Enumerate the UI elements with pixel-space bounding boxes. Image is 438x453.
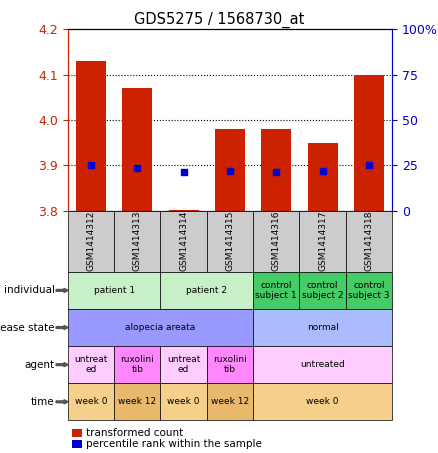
Text: agent: agent: [25, 360, 55, 370]
Text: transformed count: transformed count: [86, 428, 184, 438]
Text: ruxolini
tib: ruxolini tib: [213, 355, 247, 374]
Text: untreat
ed: untreat ed: [167, 355, 200, 374]
Text: untreat
ed: untreat ed: [74, 355, 108, 374]
Text: percentile rank within the sample: percentile rank within the sample: [86, 439, 262, 449]
Text: GSM1414315: GSM1414315: [226, 211, 234, 271]
Text: control
subject 3: control subject 3: [348, 281, 390, 300]
Bar: [76, 61, 106, 211]
Bar: [215, 129, 245, 211]
Text: week 0: week 0: [306, 397, 339, 406]
Bar: [169, 210, 199, 211]
Text: ruxolini
tib: ruxolini tib: [120, 355, 154, 374]
Text: alopecia areata: alopecia areata: [125, 323, 196, 332]
Text: patient 1: patient 1: [94, 286, 135, 295]
Bar: [354, 75, 384, 211]
Text: GDS5275 / 1568730_at: GDS5275 / 1568730_at: [134, 11, 304, 28]
Bar: [307, 143, 338, 211]
Text: week 0: week 0: [167, 397, 200, 406]
Text: week 0: week 0: [75, 397, 107, 406]
Text: GSM1414312: GSM1414312: [87, 211, 95, 271]
Text: untreated: untreated: [300, 360, 345, 369]
Bar: [261, 129, 291, 211]
Text: disease state: disease state: [0, 323, 55, 333]
Text: GSM1414318: GSM1414318: [364, 211, 373, 271]
Text: GSM1414316: GSM1414316: [272, 211, 281, 271]
Text: GSM1414313: GSM1414313: [133, 211, 142, 271]
Text: individual: individual: [4, 285, 55, 295]
Text: week 12: week 12: [211, 397, 249, 406]
Text: GSM1414317: GSM1414317: [318, 211, 327, 271]
Text: time: time: [31, 397, 55, 407]
Text: patient 2: patient 2: [186, 286, 227, 295]
Text: GSM1414314: GSM1414314: [179, 211, 188, 271]
Text: control
subject 1: control subject 1: [255, 281, 297, 300]
Text: week 12: week 12: [118, 397, 156, 406]
Text: normal: normal: [307, 323, 339, 332]
Text: control
subject 2: control subject 2: [302, 281, 343, 300]
Bar: [122, 88, 152, 211]
